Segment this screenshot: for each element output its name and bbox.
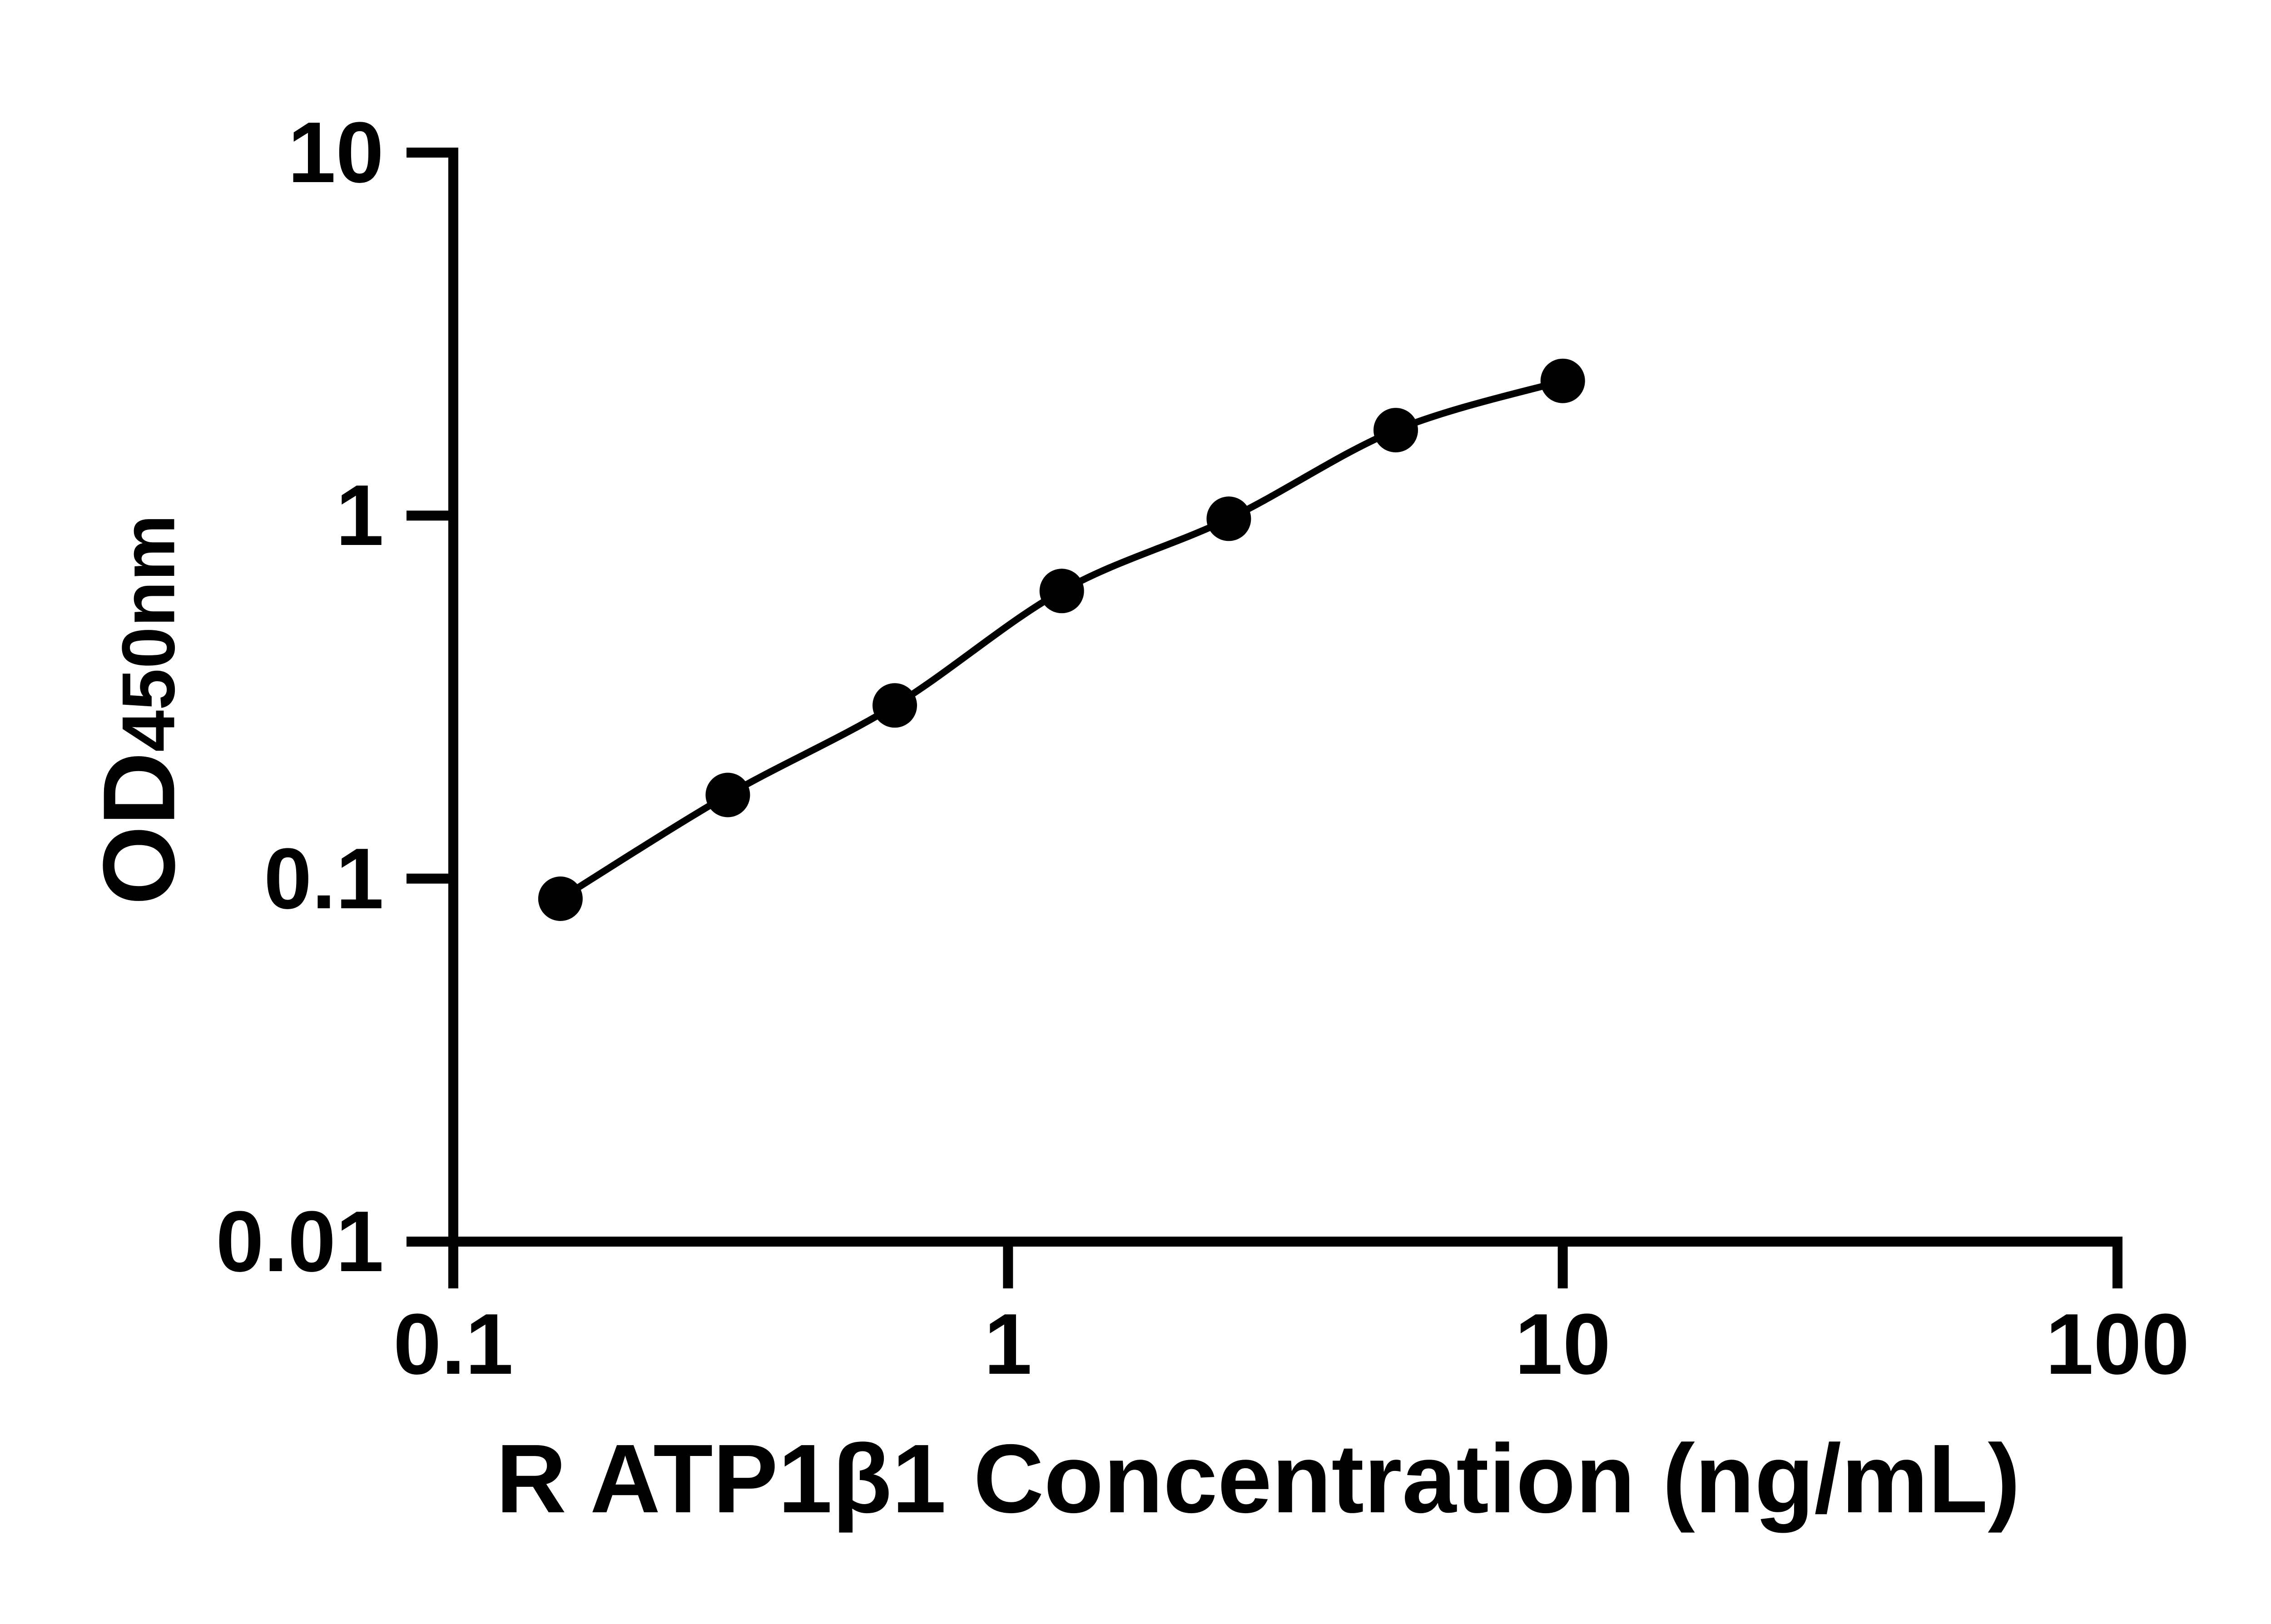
data-point: [705, 772, 750, 817]
data-point: [1374, 408, 1418, 453]
x-tick: [1557, 1247, 1568, 1288]
y-tick: [407, 148, 448, 158]
y-axis-title-main: OD: [81, 752, 196, 906]
x-axis-title-text: R ATP1β1 Concentration (ng/mL): [496, 1424, 2021, 1533]
data-point: [1039, 569, 1084, 614]
x-tick-label: 1: [984, 1296, 1032, 1392]
x-axis-line: [448, 1237, 2122, 1247]
data-point: [1540, 358, 1585, 403]
y-tick-label: 0.1: [263, 830, 384, 927]
data-point: [1206, 496, 1251, 541]
y-tick: [407, 873, 448, 884]
x-tick-label: 100: [2045, 1296, 2190, 1392]
data-point: [873, 683, 917, 728]
data-point: [538, 876, 583, 921]
y-axis-title: OD450nm: [82, 514, 196, 905]
y-tick-label: 10: [288, 104, 384, 201]
standard-curve-line: [557, 377, 1567, 902]
x-tick-label: 10: [1514, 1296, 1611, 1392]
y-axis-line: [448, 148, 458, 1247]
x-tick: [2112, 1247, 2122, 1288]
y-tick: [407, 1237, 448, 1247]
y-tick-label: 1: [336, 467, 384, 564]
x-tick: [448, 1247, 458, 1288]
x-axis-title: R ATP1β1 Concentration (ng/mL): [496, 1430, 2020, 1527]
y-tick-label: 0.01: [216, 1193, 384, 1290]
x-tick: [1003, 1247, 1013, 1288]
y-axis-title-subscript: 450nm: [106, 514, 190, 752]
x-tick-label: 0.1: [393, 1296, 514, 1392]
y-tick: [407, 510, 448, 521]
